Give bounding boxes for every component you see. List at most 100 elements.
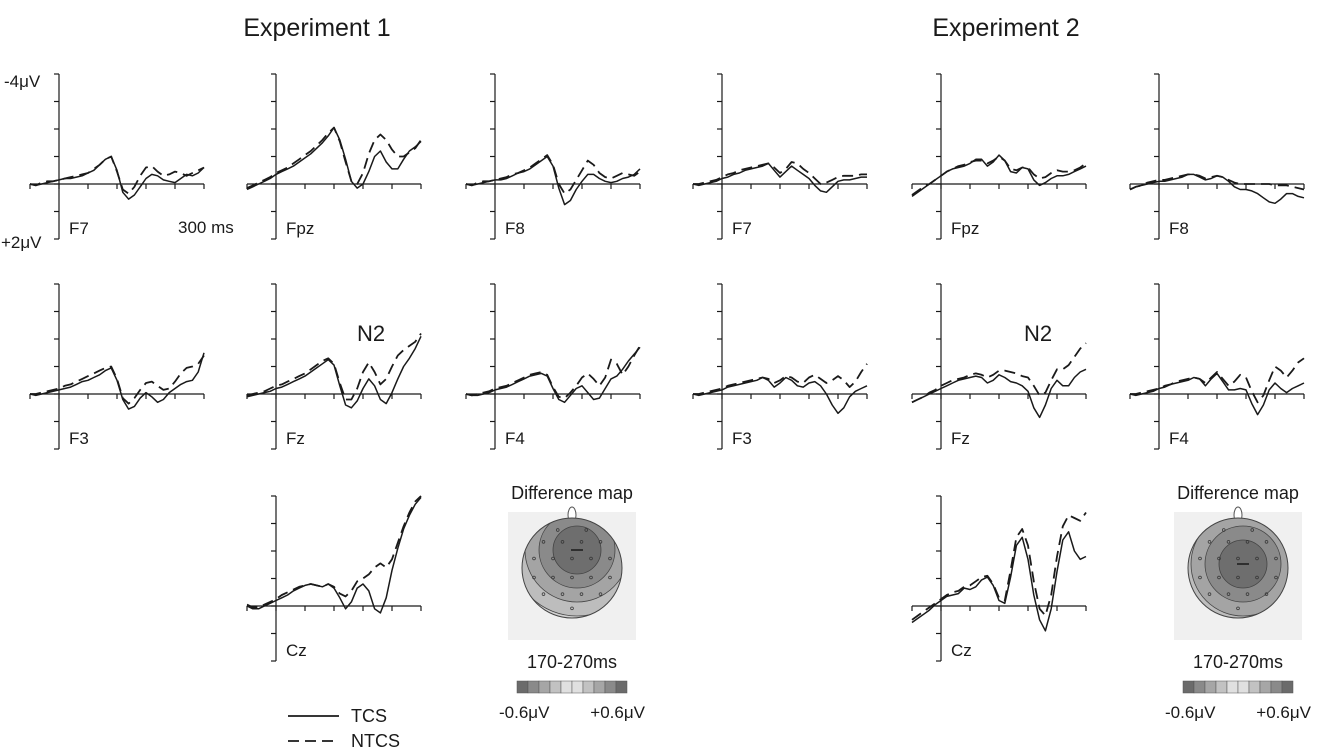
channel-label-fz: Fz [286,429,305,448]
electrode-dot [541,540,546,544]
electrode-dot [560,592,565,596]
panel-f4-exp2: F4 [1129,283,1305,450]
x-scale-label: 300 ms [178,218,234,237]
panel-f7-exp1: F7 [29,73,205,240]
colorbar-min-label: -0.6μV [499,703,550,722]
channel-label-f7: F7 [69,219,89,238]
electrode-dot [551,556,555,561]
colorbar-cell [538,680,551,694]
electrode-dot [541,592,546,596]
panel-f8-exp2: F8 [1129,73,1305,240]
ntcs-waveform [693,363,868,395]
electrode-dot [608,556,612,561]
electrode-dot [1236,556,1240,561]
ntcs-waveform [246,332,422,401]
n2-label-experiment-2: N2 [1024,321,1052,346]
tcs-waveform [29,352,205,410]
electrode-dot [1236,575,1240,580]
electrode-dot [1274,575,1278,580]
colorbar-cell [1259,680,1272,694]
colorbar-cell [549,680,562,694]
colorbar-max-label: +0.6μV [1256,703,1311,722]
colorbar-cell [582,680,595,694]
channel-label-f4: F4 [1169,429,1189,448]
ntcs-waveform [246,495,422,609]
colorbar-cell [1270,680,1283,694]
electrode-dot [1264,540,1269,544]
electrode-dot [598,592,603,596]
ntcs-waveform [911,511,1087,621]
n2-label-experiment-1: N2 [357,321,385,346]
colorbar-cell [516,680,529,694]
colorbar-cell [593,680,606,694]
electrode-dot [570,575,574,580]
electrode-dot [579,540,584,544]
panel-fpz-exp2: Fpz [911,73,1087,240]
panel-f4-exp1: F4 [465,283,641,450]
channel-label-cz: Cz [951,641,972,660]
head-outline [521,517,623,619]
electrode-dot [608,575,612,580]
colorbar-cell [1204,680,1217,694]
tcs-waveform [465,346,641,404]
channel-label-f3: F3 [69,429,89,448]
electrode-dot [589,556,593,561]
difference-map-exp1: Difference map 170-270ms -0.6μV +0.6μV [499,483,646,722]
electrode-dot [555,528,560,532]
colorbar-cell [1215,680,1228,694]
electrode-dot [584,528,588,532]
channel-label-f4: F4 [505,429,525,448]
tcs-waveform [911,368,1087,419]
electrode-dot [532,556,536,561]
electrode-dot [551,575,555,580]
ntcs-waveform [30,354,205,405]
time-window-label: 170-270ms [527,652,617,672]
electrode-dot [1207,592,1212,596]
electrode-dot [532,575,536,580]
panel-f3-exp2: F3 [692,283,868,450]
tcs-waveform [692,162,867,194]
channel-label-f8: F8 [505,219,525,238]
electrode-dot [1198,575,1202,580]
electrode-dot [589,575,593,580]
channel-label-fz: Fz [951,429,970,448]
electrode-dot [1226,540,1231,544]
panel-fpz-exp1: Fpz [246,73,422,240]
tcs-waveform [246,496,422,614]
channel-label-fpz: Fpz [951,219,979,238]
tcs-waveform [465,155,641,206]
difference-map-title: Difference map [511,483,633,503]
difference-map-exp2: Difference map 170-270ms -0.6μV +0.6μV [1165,483,1312,722]
tcs-waveform [911,531,1087,632]
electrode-dot [1207,540,1212,544]
electrode-dot [1274,556,1278,561]
electrode-dot [570,556,574,561]
ntcs-waveform [1130,357,1305,404]
ntcs-waveform [693,161,867,185]
tcs-waveform [246,335,422,409]
ntcs-waveform [465,345,641,399]
panel-cz-exp1: Cz [246,495,422,662]
colorbar-cell [1182,680,1195,694]
electrode-dot [1245,592,1250,596]
channel-label-cz: Cz [286,641,307,660]
electrode-dot [1221,528,1226,532]
time-window-label: 170-270ms [1193,652,1283,672]
channel-label-fpz: Fpz [286,219,314,238]
legend-tcs-label: TCS [351,706,387,726]
electrode-dot [560,540,565,544]
colorbar-cell [527,680,540,694]
tcs-waveform [692,376,868,415]
panel-fz-exp2: Fz [911,283,1087,450]
electrode-dot [1198,556,1202,561]
electrode-dot [579,592,584,596]
colorbar-cell [1248,680,1261,694]
y-bottom-scale-label: +2μV [1,233,42,252]
tcs-waveform [1129,372,1305,416]
ntcs-waveform [911,342,1087,404]
colorbar-cell [1281,680,1294,694]
electrode-dot [1236,606,1240,611]
tcs-waveform [246,126,422,191]
experiment-2-title: Experiment 2 [932,14,1079,42]
colorbar-cell [571,680,584,694]
